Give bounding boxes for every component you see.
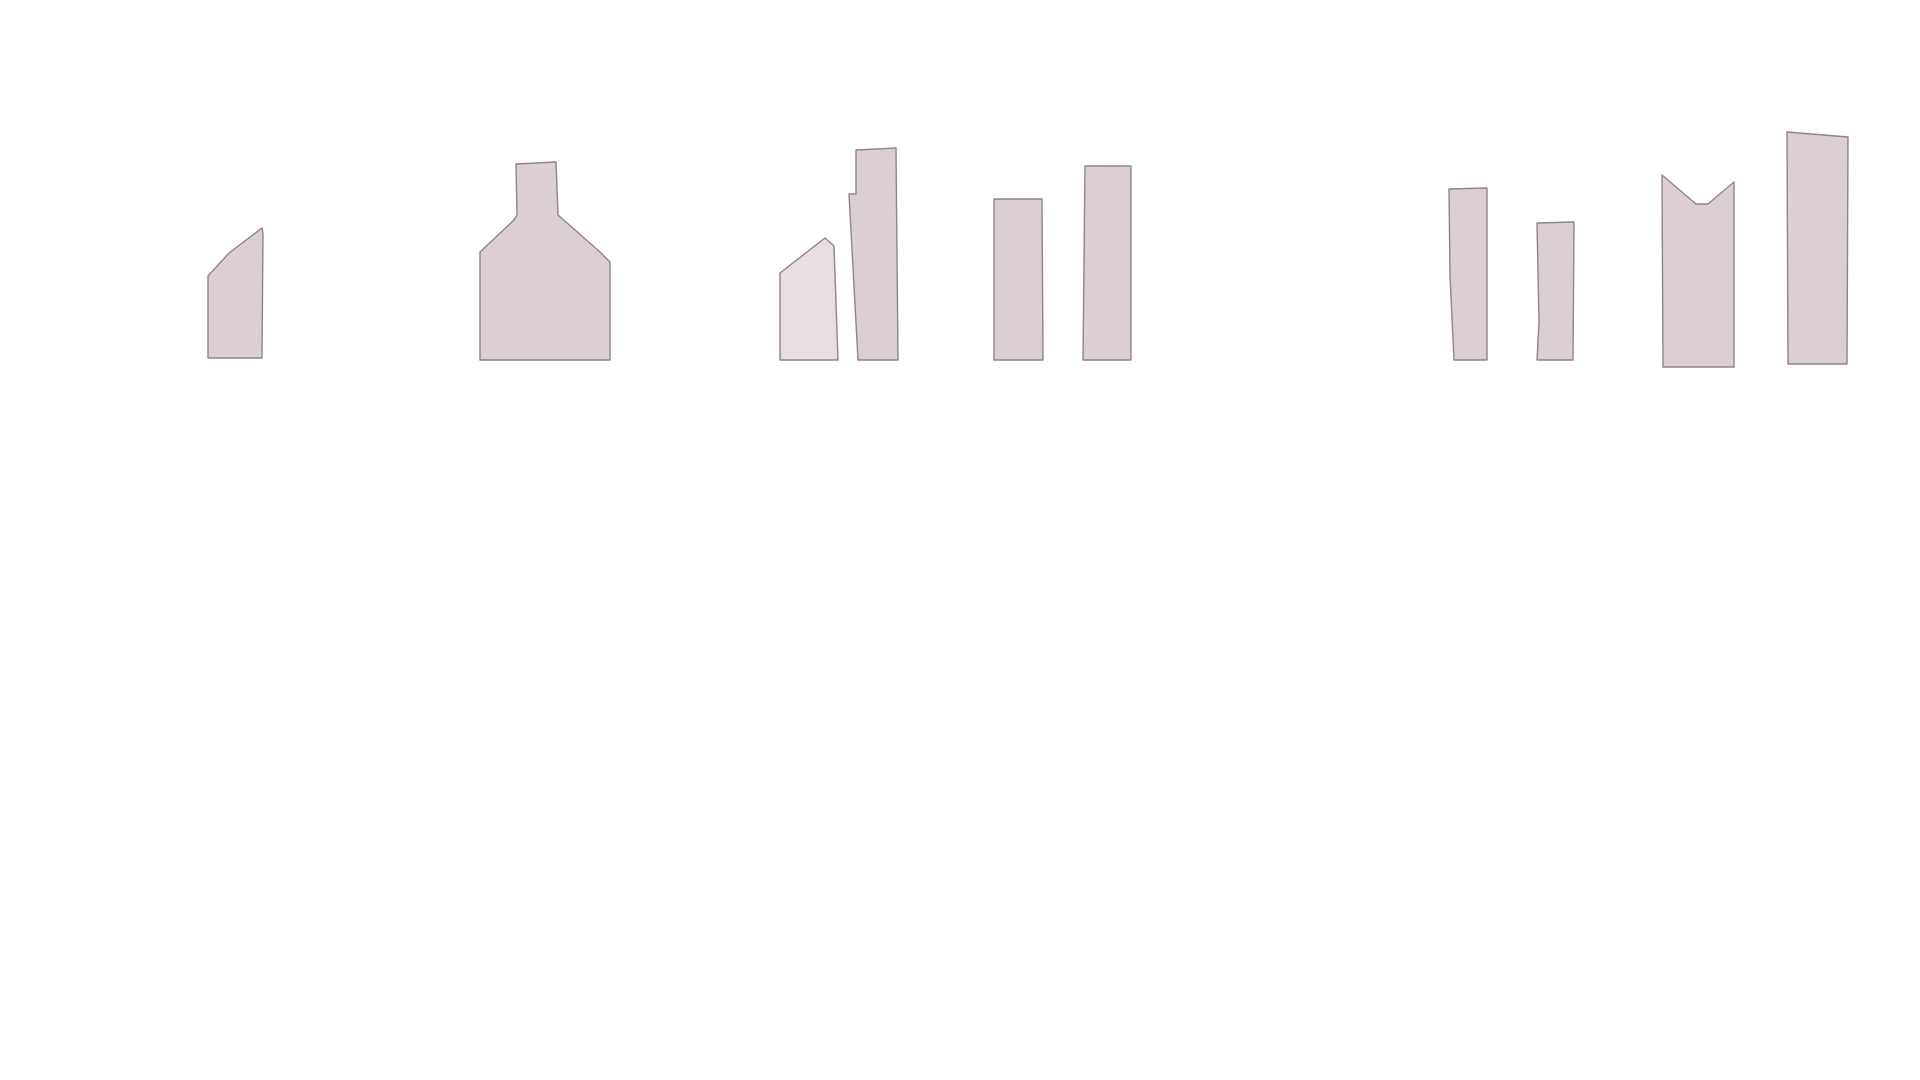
shape-3 — [779, 237, 839, 361]
shape-5 — [993, 198, 1044, 361]
shape-1 — [207, 227, 264, 359]
shape-2 — [479, 161, 611, 361]
shape-6 — [1082, 165, 1132, 361]
shape-4 — [848, 147, 899, 361]
shape-9 — [1661, 174, 1735, 368]
shape-8 — [1536, 221, 1575, 361]
shape-10 — [1786, 131, 1849, 365]
shape-7 — [1448, 187, 1488, 361]
